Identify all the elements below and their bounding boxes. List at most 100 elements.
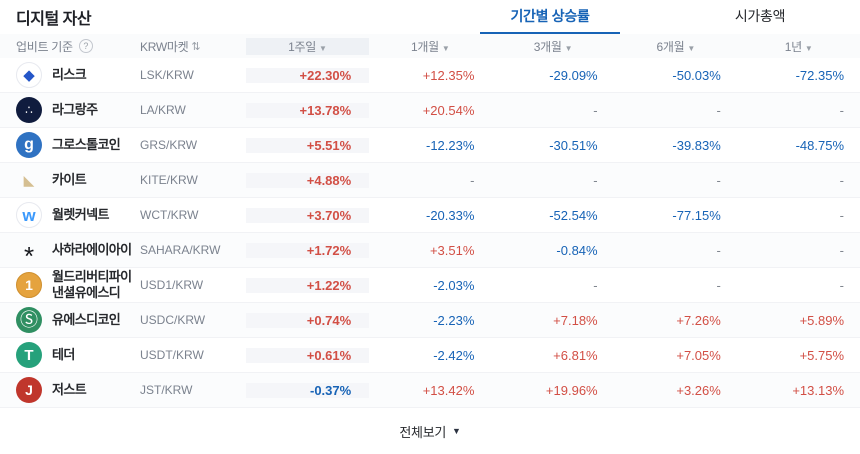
coin-ticker: GRS/KRW	[140, 138, 198, 152]
chevron-down-icon: ▼	[441, 43, 450, 53]
kite-icon: ◣	[23, 172, 35, 188]
basis-label: 업비트 기준	[16, 39, 73, 54]
value-period-4: +7.26%	[676, 312, 721, 328]
value-period-5: -	[839, 207, 845, 223]
coin-ticker: USDT/KRW	[140, 348, 204, 362]
column-header-period-3[interactable]: 3개월 ▼	[533, 39, 573, 54]
coin-cell: 1 월드리버티파이낸셜유에스디	[0, 269, 140, 302]
coin-ticker: USDC/KRW	[140, 313, 206, 327]
footer-bar: 전체보기 ▼	[0, 408, 860, 454]
coin-cell: J 저스트	[0, 377, 140, 403]
value-period-3: +19.96%	[545, 382, 598, 398]
value-period-3: -29.09%	[549, 67, 598, 83]
chevron-down-icon: ▼	[319, 43, 327, 53]
value-period-4: -39.83%	[672, 137, 721, 153]
page-title: 디지털 자산	[16, 11, 92, 28]
value-period-1: +1.72%	[246, 242, 370, 258]
coin-cell: * 사하라에이아이	[0, 237, 140, 269]
value-period-2: -2.23%	[433, 312, 475, 328]
groestlcoin-icon: g	[16, 132, 42, 158]
value-period-5: +5.75%	[799, 347, 845, 363]
value-period-3: -0.84%	[556, 242, 598, 258]
coin-cell: ◣ 카이트	[0, 167, 140, 193]
value-period-3: +7.18%	[553, 312, 598, 328]
value-period-2: -2.03%	[433, 277, 475, 293]
value-period-2: -	[470, 172, 475, 188]
lagrange-icon: ∴	[16, 97, 42, 123]
column-header-period-1[interactable]: 1주일 ▼	[246, 37, 369, 55]
value-period-4: -	[716, 172, 721, 188]
value-period-4: -	[716, 242, 721, 258]
value-period-1: +22.30%	[246, 67, 370, 83]
value-period-3: -	[593, 172, 598, 188]
value-period-5: +13.13%	[792, 382, 845, 398]
table-row[interactable]: ◣ 카이트 KITE/KRW +4.88% - - - -	[0, 163, 860, 198]
chevron-down-icon: ▼	[564, 43, 573, 53]
coin-name: 라그랑주	[52, 101, 98, 117]
walletconnect-icon: w	[16, 202, 42, 228]
value-period-1: +1.22%	[246, 277, 370, 293]
value-period-5: -	[839, 172, 845, 188]
coin-ticker: WCT/KRW	[140, 208, 199, 222]
sort-icon: ⇅	[191, 40, 201, 53]
table-row[interactable]: T 테더 USDT/KRW +0.61% -2.42% +6.81% +7.05% +5…	[0, 338, 860, 373]
chevron-down-icon: ▼	[452, 426, 461, 436]
market-label: KRW마켓	[140, 39, 189, 54]
tab-bar: 기간별 상승률 시가총액	[480, 0, 830, 34]
coin-cell: ◆ 리스크	[0, 62, 140, 88]
coin-cell: g 그로스톨코인	[0, 132, 140, 158]
coin-cell: T 테더	[0, 342, 140, 368]
column-header-period-2[interactable]: 1개월 ▼	[410, 39, 450, 54]
value-period-1: +0.61%	[246, 347, 370, 363]
lisk-icon: ◆	[16, 62, 42, 88]
value-period-1: +5.51%	[246, 137, 370, 153]
value-period-5: +5.89%	[799, 312, 845, 328]
table-row[interactable]: * 사하라에이아이 SAHARA/KRW +1.72% +3.51% -0.84% -…	[0, 233, 860, 269]
table-header: 업비트 기준 ? KRW마켓 ⇅ 1주일 ▼ 1개월 ▼ 3개월 ▼ 6개월 ▼ 1년 ▼	[0, 34, 860, 58]
basis-header-cell: 업비트 기준 ?	[0, 38, 140, 55]
coin-name: 테더	[52, 346, 75, 362]
table-row[interactable]: Ⓢ 유에스디코인 USDC/KRW +0.74% -2.23% +7.18% +7.2…	[0, 303, 860, 338]
value-period-2: -12.23%	[425, 137, 475, 153]
table-body: ◆ 리스크 LSK/KRW +22.30% +12.35% -29.09% -50.0…	[0, 58, 860, 408]
value-period-4: -50.03%	[672, 67, 721, 83]
value-period-5: -	[839, 242, 845, 258]
table-row[interactable]: ∴ 라그랑주 LA/KRW +13.78% +20.54% - - -	[0, 93, 860, 128]
coin-ticker: JST/KRW	[140, 383, 193, 397]
table-row[interactable]: w 월렛커넥트 WCT/KRW +3.70% -20.33% -52.54% -77.…	[0, 198, 860, 233]
value-period-3: -52.54%	[549, 207, 598, 223]
coin-ticker: LA/KRW	[140, 103, 186, 117]
table-row[interactable]: 1 월드리버티파이낸셜유에스디 USD1/KRW +1.22% -2.03% - - -	[0, 268, 860, 303]
just-icon: J	[16, 377, 42, 403]
table-row[interactable]: g 그로스톨코인 GRS/KRW +5.51% -12.23% -30.51% -39…	[0, 128, 860, 163]
coin-cell: ∴ 라그랑주	[0, 97, 140, 123]
value-period-1: +0.74%	[246, 312, 370, 328]
value-period-2: +13.42%	[422, 382, 475, 398]
coin-ticker: SAHARA/KRW	[140, 243, 221, 257]
value-period-5: -	[839, 277, 845, 293]
value-period-3: -30.51%	[549, 137, 598, 153]
coin-ticker: KITE/KRW	[140, 173, 198, 187]
value-period-4: +3.26%	[676, 382, 721, 398]
coin-name: 그로스톨코인	[52, 136, 121, 152]
value-period-2: +20.54%	[422, 102, 475, 118]
tab-1[interactable]: 시가총액	[690, 0, 830, 34]
view-all-button[interactable]: 전체보기 ▼	[399, 422, 461, 441]
coin-cell: w 월렛커넥트	[0, 202, 140, 228]
tab-0[interactable]: 기간별 상승률	[480, 0, 620, 34]
column-header-period-4[interactable]: 6개월 ▼	[656, 39, 696, 54]
value-period-1: -0.37%	[246, 382, 370, 398]
column-header-period-5[interactable]: 1년 ▼	[784, 39, 813, 54]
coin-name: 리스크	[52, 66, 87, 82]
market-header-cell[interactable]: KRW마켓 ⇅	[140, 38, 246, 55]
value-period-4: -	[716, 102, 721, 118]
value-period-1: +13.78%	[246, 102, 370, 118]
view-all-label: 전체보기	[399, 424, 447, 440]
coin-name: 월드리버티파이낸셜유에스디	[52, 268, 132, 300]
table-row[interactable]: J 저스트 JST/KRW -0.37% +13.42% +19.96% +3.26%…	[0, 373, 860, 408]
value-period-5: -48.75%	[795, 137, 845, 153]
value-period-3: -	[593, 102, 598, 118]
help-icon[interactable]: ?	[78, 39, 93, 53]
table-row[interactable]: ◆ 리스크 LSK/KRW +22.30% +12.35% -29.09% -50.0…	[0, 58, 860, 93]
